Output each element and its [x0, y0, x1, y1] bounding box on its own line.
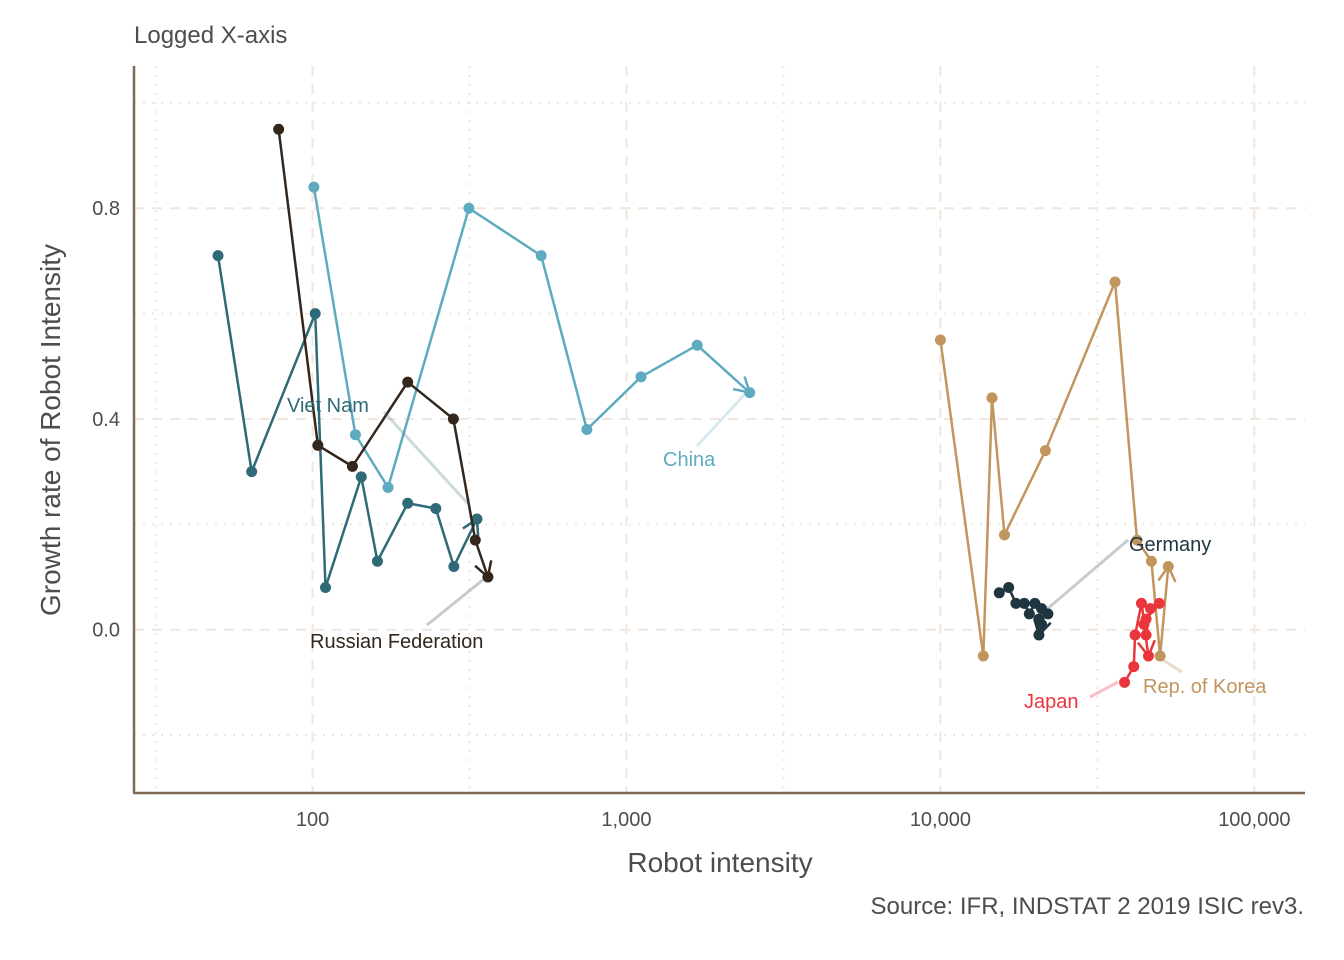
- series-label-japan: Japan: [1024, 691, 1079, 713]
- data-point-japan: [1128, 661, 1140, 673]
- data-point-japan: [1135, 597, 1147, 609]
- data-point-china: [382, 481, 394, 493]
- data-point-russian-federation: [482, 571, 494, 583]
- data-point-germany: [1042, 608, 1054, 620]
- korea-label-leader: [1162, 658, 1183, 674]
- japan-label-leader: [1089, 680, 1119, 699]
- series-line-china: [312, 186, 751, 489]
- data-point-japan: [1119, 676, 1131, 688]
- chart-caption: Source: IFR, INDSTAT 2 2019 ISIC rev3.: [871, 893, 1305, 920]
- series-label-rep-of-korea: Rep. of Korea: [1143, 676, 1267, 698]
- series-label-russian-federation: Russian Federation: [310, 631, 483, 653]
- data-point-viet-nam: [309, 308, 321, 320]
- chart-subtitle: Logged X-axis: [134, 22, 287, 49]
- series-layer: [212, 123, 1177, 688]
- data-point-japan: [1129, 629, 1141, 641]
- series-line-russian-federation: [277, 129, 490, 578]
- data-point-russian-federation: [447, 413, 459, 425]
- series-line-viet-nam: [216, 255, 479, 589]
- x-tick-label: 1,000: [601, 809, 651, 831]
- data-point-china: [581, 424, 593, 435]
- gridlines: [134, 66, 1305, 793]
- data-point-viet-nam: [212, 250, 224, 262]
- data-point-rep-of-korea: [1145, 555, 1157, 567]
- series-label-germany: Germany: [1129, 534, 1211, 556]
- x-tick-label: 100,000: [1218, 809, 1290, 831]
- data-point-japan: [1138, 618, 1150, 630]
- data-point-china: [744, 387, 756, 399]
- series-japan: [1119, 597, 1165, 688]
- data-point-rep-of-korea: [1162, 560, 1174, 572]
- data-point-russian-federation: [273, 123, 285, 135]
- y-tick-label: 0.8: [92, 198, 120, 220]
- russian-federation-label-leader: [426, 577, 485, 627]
- data-point-rep-of-korea: [986, 392, 998, 404]
- data-point-germany: [1018, 597, 1030, 609]
- data-point-viet-nam: [402, 497, 414, 509]
- data-point-china: [463, 202, 475, 214]
- data-point-germany: [1023, 608, 1035, 620]
- data-point-rep-of-korea: [1039, 445, 1051, 457]
- x-axis-title: Robot intensity: [627, 847, 812, 878]
- data-point-rep-of-korea: [1109, 276, 1121, 288]
- tick-labels: 100 1,000 10,000 100,000 0.0 0.4 0.8: [92, 198, 1290, 831]
- series-label-china: China: [663, 449, 716, 471]
- china-label-leader: [695, 392, 747, 448]
- series-labels: Viet Nam China Russian Federation German…: [287, 392, 1267, 713]
- data-point-germany: [1010, 597, 1022, 609]
- series-viet-nam: [212, 250, 483, 594]
- data-point-japan: [1140, 629, 1152, 641]
- data-point-china: [535, 250, 547, 262]
- data-point-germany: [1036, 618, 1048, 630]
- x-tick-label: 10,000: [910, 809, 971, 831]
- series-germany: [993, 582, 1054, 641]
- data-point-viet-nam: [320, 582, 332, 594]
- data-point-germany: [1003, 582, 1015, 594]
- series-line-rep-of-korea: [939, 280, 1170, 658]
- germany-label-leader: [1045, 538, 1129, 612]
- data-point-germany: [993, 587, 1005, 599]
- y-axis-title: Growth rate of Robot Intensity: [35, 244, 66, 616]
- data-point-viet-nam: [246, 466, 258, 478]
- data-point-russian-federation: [312, 439, 324, 451]
- data-point-russian-federation: [469, 534, 481, 546]
- data-point-rep-of-korea: [1154, 650, 1166, 662]
- data-point-china: [691, 339, 703, 351]
- data-point-china: [308, 181, 320, 193]
- data-point-japan: [1145, 603, 1157, 615]
- series-label-viet-nam: Viet Nam: [287, 395, 369, 417]
- y-tick-label: 0.4: [92, 409, 120, 431]
- data-point-china: [635, 371, 647, 383]
- data-point-rep-of-korea: [977, 650, 989, 662]
- data-point-russian-federation: [402, 376, 414, 388]
- y-tick-label: 0.0: [92, 620, 120, 642]
- data-point-russian-federation: [346, 460, 358, 472]
- x-tick-label: 100: [296, 809, 329, 831]
- viet-nam-label-leader: [382, 410, 472, 508]
- series-russian-federation: [273, 123, 494, 583]
- series-china: [308, 181, 756, 493]
- data-point-viet-nam: [371, 555, 383, 567]
- data-point-rep-of-korea: [998, 529, 1010, 541]
- data-point-viet-nam: [471, 513, 483, 525]
- data-point-japan: [1142, 650, 1154, 662]
- data-point-viet-nam: [355, 471, 367, 483]
- data-point-china: [349, 429, 361, 441]
- data-point-rep-of-korea: [934, 334, 946, 346]
- data-point-japan: [1153, 597, 1165, 609]
- data-point-viet-nam: [448, 560, 460, 572]
- axes: [132, 66, 1305, 795]
- data-point-viet-nam: [430, 503, 442, 515]
- data-point-germany: [1033, 629, 1045, 641]
- data-point-rep-of-korea: [1131, 534, 1143, 546]
